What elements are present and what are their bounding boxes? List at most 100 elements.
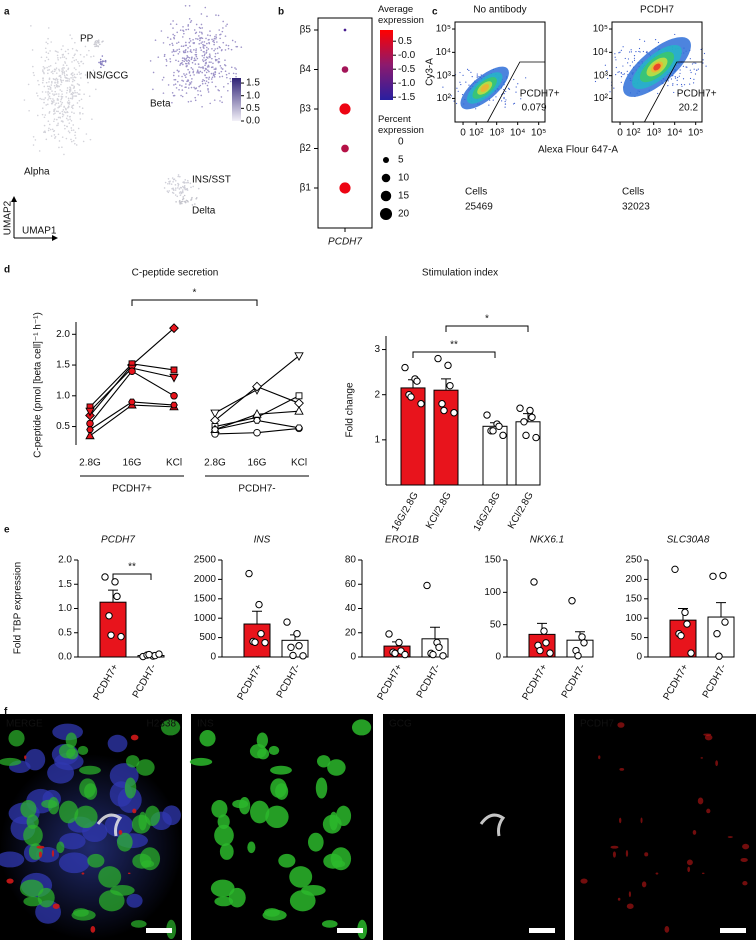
marker: [170, 401, 178, 409]
cell-point: [57, 102, 60, 104]
pcdh7-stain: [132, 808, 137, 814]
cell-point: [52, 113, 55, 115]
cell-point: [72, 77, 74, 79]
cell-point: [218, 72, 221, 75]
colorbar-tick-label: -1.5: [398, 92, 416, 103]
ins-stain: [136, 759, 155, 776]
cell-point: [208, 61, 211, 63]
cell-point: [78, 99, 81, 102]
cell-point: [217, 14, 220, 17]
micrograph: [383, 714, 565, 940]
cell-point: [221, 101, 223, 104]
plot-title: No antibody: [473, 5, 526, 16]
cell-point: [181, 57, 184, 59]
cell-point: [198, 72, 200, 74]
cell-point: [173, 78, 176, 81]
cell-point: [184, 179, 187, 181]
data-point: [526, 406, 534, 415]
cell-point: [70, 127, 73, 129]
cell-point: [76, 73, 79, 76]
event-point: [606, 77, 609, 80]
data-point: [483, 411, 491, 419]
cell-point: [57, 116, 60, 119]
cell-point: [212, 72, 215, 75]
cell-point: [76, 91, 78, 94]
cell-point: [80, 72, 83, 75]
cell-point: [154, 39, 157, 41]
cell-point: [54, 136, 57, 138]
cell-point: [185, 92, 188, 94]
cell-point: [187, 87, 190, 89]
event-point: [492, 99, 494, 101]
event-point: [622, 73, 624, 76]
cell-point: [172, 33, 174, 36]
cell-point: [171, 42, 173, 45]
cell-point: [181, 95, 184, 98]
cell-point: [204, 6, 207, 9]
event-point: [503, 93, 505, 95]
cell-point: [57, 58, 59, 61]
cell-point: [75, 59, 78, 61]
cell-point: [81, 107, 84, 110]
cell-point: [73, 86, 75, 89]
pcdh7-stain: [619, 768, 625, 771]
cell-point: [185, 83, 187, 85]
cell-point: [164, 181, 167, 184]
cell-point: [185, 199, 188, 202]
cell-point: [49, 88, 52, 90]
event-point: [466, 68, 469, 70]
cell-point: [198, 35, 200, 37]
cell-point: [74, 134, 76, 137]
ins-stain: [138, 811, 147, 831]
panel-letter: c: [432, 7, 438, 18]
event-point: [622, 46, 624, 48]
chart-title: ERO1B: [385, 535, 419, 546]
cell-point: [171, 101, 173, 104]
cell-point: [32, 135, 35, 138]
cell-point: [176, 80, 179, 83]
cell-point: [210, 72, 213, 75]
pcdh7-stain: [697, 797, 704, 805]
cell-point: [190, 81, 193, 83]
pcdh7-stain: [6, 878, 14, 884]
cell-point: [50, 71, 53, 73]
cell-point: [70, 129, 73, 132]
cell-point: [72, 139, 75, 142]
cell-point: [47, 58, 50, 61]
cell-point: [213, 76, 216, 78]
y-tick-label: 100: [625, 613, 642, 624]
cell-point: [219, 33, 221, 36]
cell-point: [185, 188, 187, 191]
event-point: [517, 83, 519, 85]
colorbar-tick-label: 0.5: [246, 103, 260, 114]
cell-point: [172, 180, 174, 183]
cell-point: [58, 140, 61, 142]
significance-label: *: [485, 314, 489, 325]
ins-stain: [74, 805, 98, 829]
event-point: [624, 57, 626, 60]
ins-stain: [289, 890, 316, 912]
event-point: [462, 74, 464, 76]
event-point: [633, 55, 636, 57]
cell-point: [40, 56, 43, 59]
cluster-label: PP: [80, 34, 94, 45]
cell-point: [214, 71, 217, 74]
data-point: [107, 631, 115, 639]
cell-point: [206, 66, 209, 68]
cell-point: [62, 67, 64, 69]
event-point: [459, 81, 461, 83]
cell-point: [200, 31, 203, 34]
x-tick-label: 2.8G: [79, 458, 101, 469]
cell-point: [72, 104, 75, 107]
cell-point: [44, 97, 47, 99]
panel-letter: d: [4, 265, 10, 276]
cell-point: [97, 41, 100, 44]
cell-point: [201, 41, 204, 43]
cell-point: [199, 46, 202, 49]
cell-point: [43, 85, 46, 88]
cell-point: [42, 70, 44, 73]
cell-point: [67, 52, 70, 55]
y-tick-label: 10²: [437, 93, 452, 104]
marker: [253, 417, 261, 424]
size-legend-dot: [382, 156, 390, 164]
